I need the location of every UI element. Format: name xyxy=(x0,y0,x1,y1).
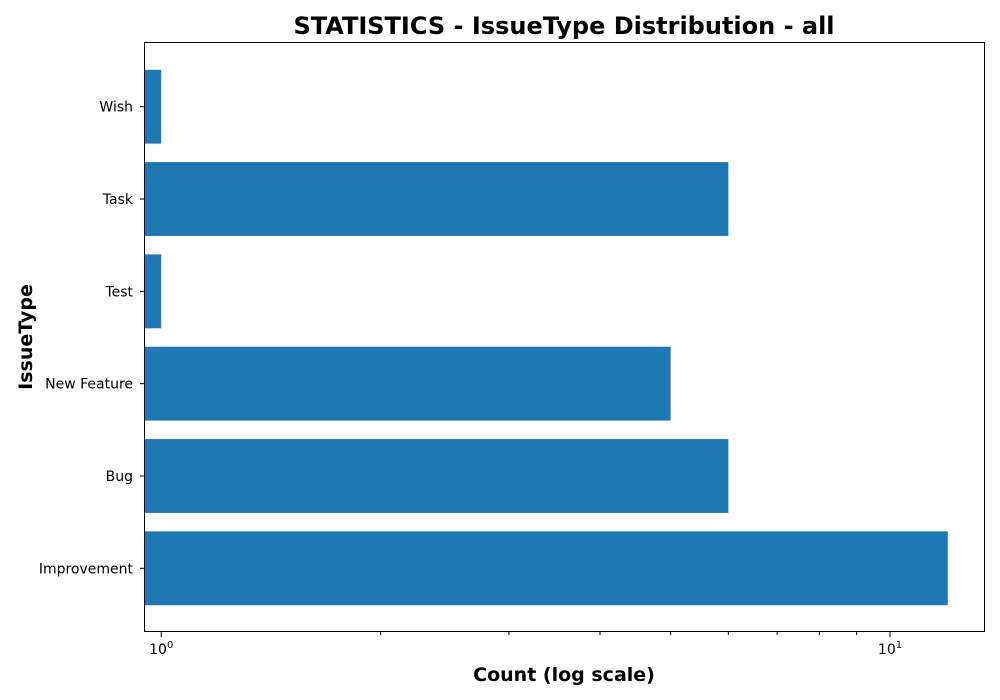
y-axis-ticks: Improvement Bug New Feature Test Task Wish xyxy=(39,100,145,577)
x-tick-exponent: 0 xyxy=(167,640,173,651)
x-tick-base: 10 xyxy=(878,642,896,658)
x-axis-ticks: 100 101 xyxy=(149,632,902,658)
bar-wish xyxy=(145,69,162,144)
y-tick-label: New Feature xyxy=(45,377,133,393)
bar-bug xyxy=(145,439,729,513)
y-tick-label: Bug xyxy=(106,469,133,485)
bar-new-feature xyxy=(145,346,671,421)
y-axis-label: IssueType xyxy=(15,284,37,390)
x-tick-label: 100 xyxy=(149,640,173,658)
bar-improvement xyxy=(145,531,948,606)
x-axis-label: Count (log scale) xyxy=(473,664,655,686)
chart-title: STATISTICS - IssueType Distribution - al… xyxy=(293,12,834,40)
x-tick-exponent: 1 xyxy=(896,640,902,651)
y-tick-label: Improvement xyxy=(39,561,134,577)
y-tick-label: Wish xyxy=(99,100,133,116)
plot-frame xyxy=(144,42,985,632)
bar-test xyxy=(145,254,162,329)
bar-task xyxy=(145,162,729,236)
y-tick-label: Test xyxy=(104,284,133,300)
bars-layer xyxy=(145,69,948,606)
x-tick-base: 10 xyxy=(149,642,167,658)
y-tick-label: Task xyxy=(102,192,134,208)
x-tick-label: 101 xyxy=(878,640,902,658)
